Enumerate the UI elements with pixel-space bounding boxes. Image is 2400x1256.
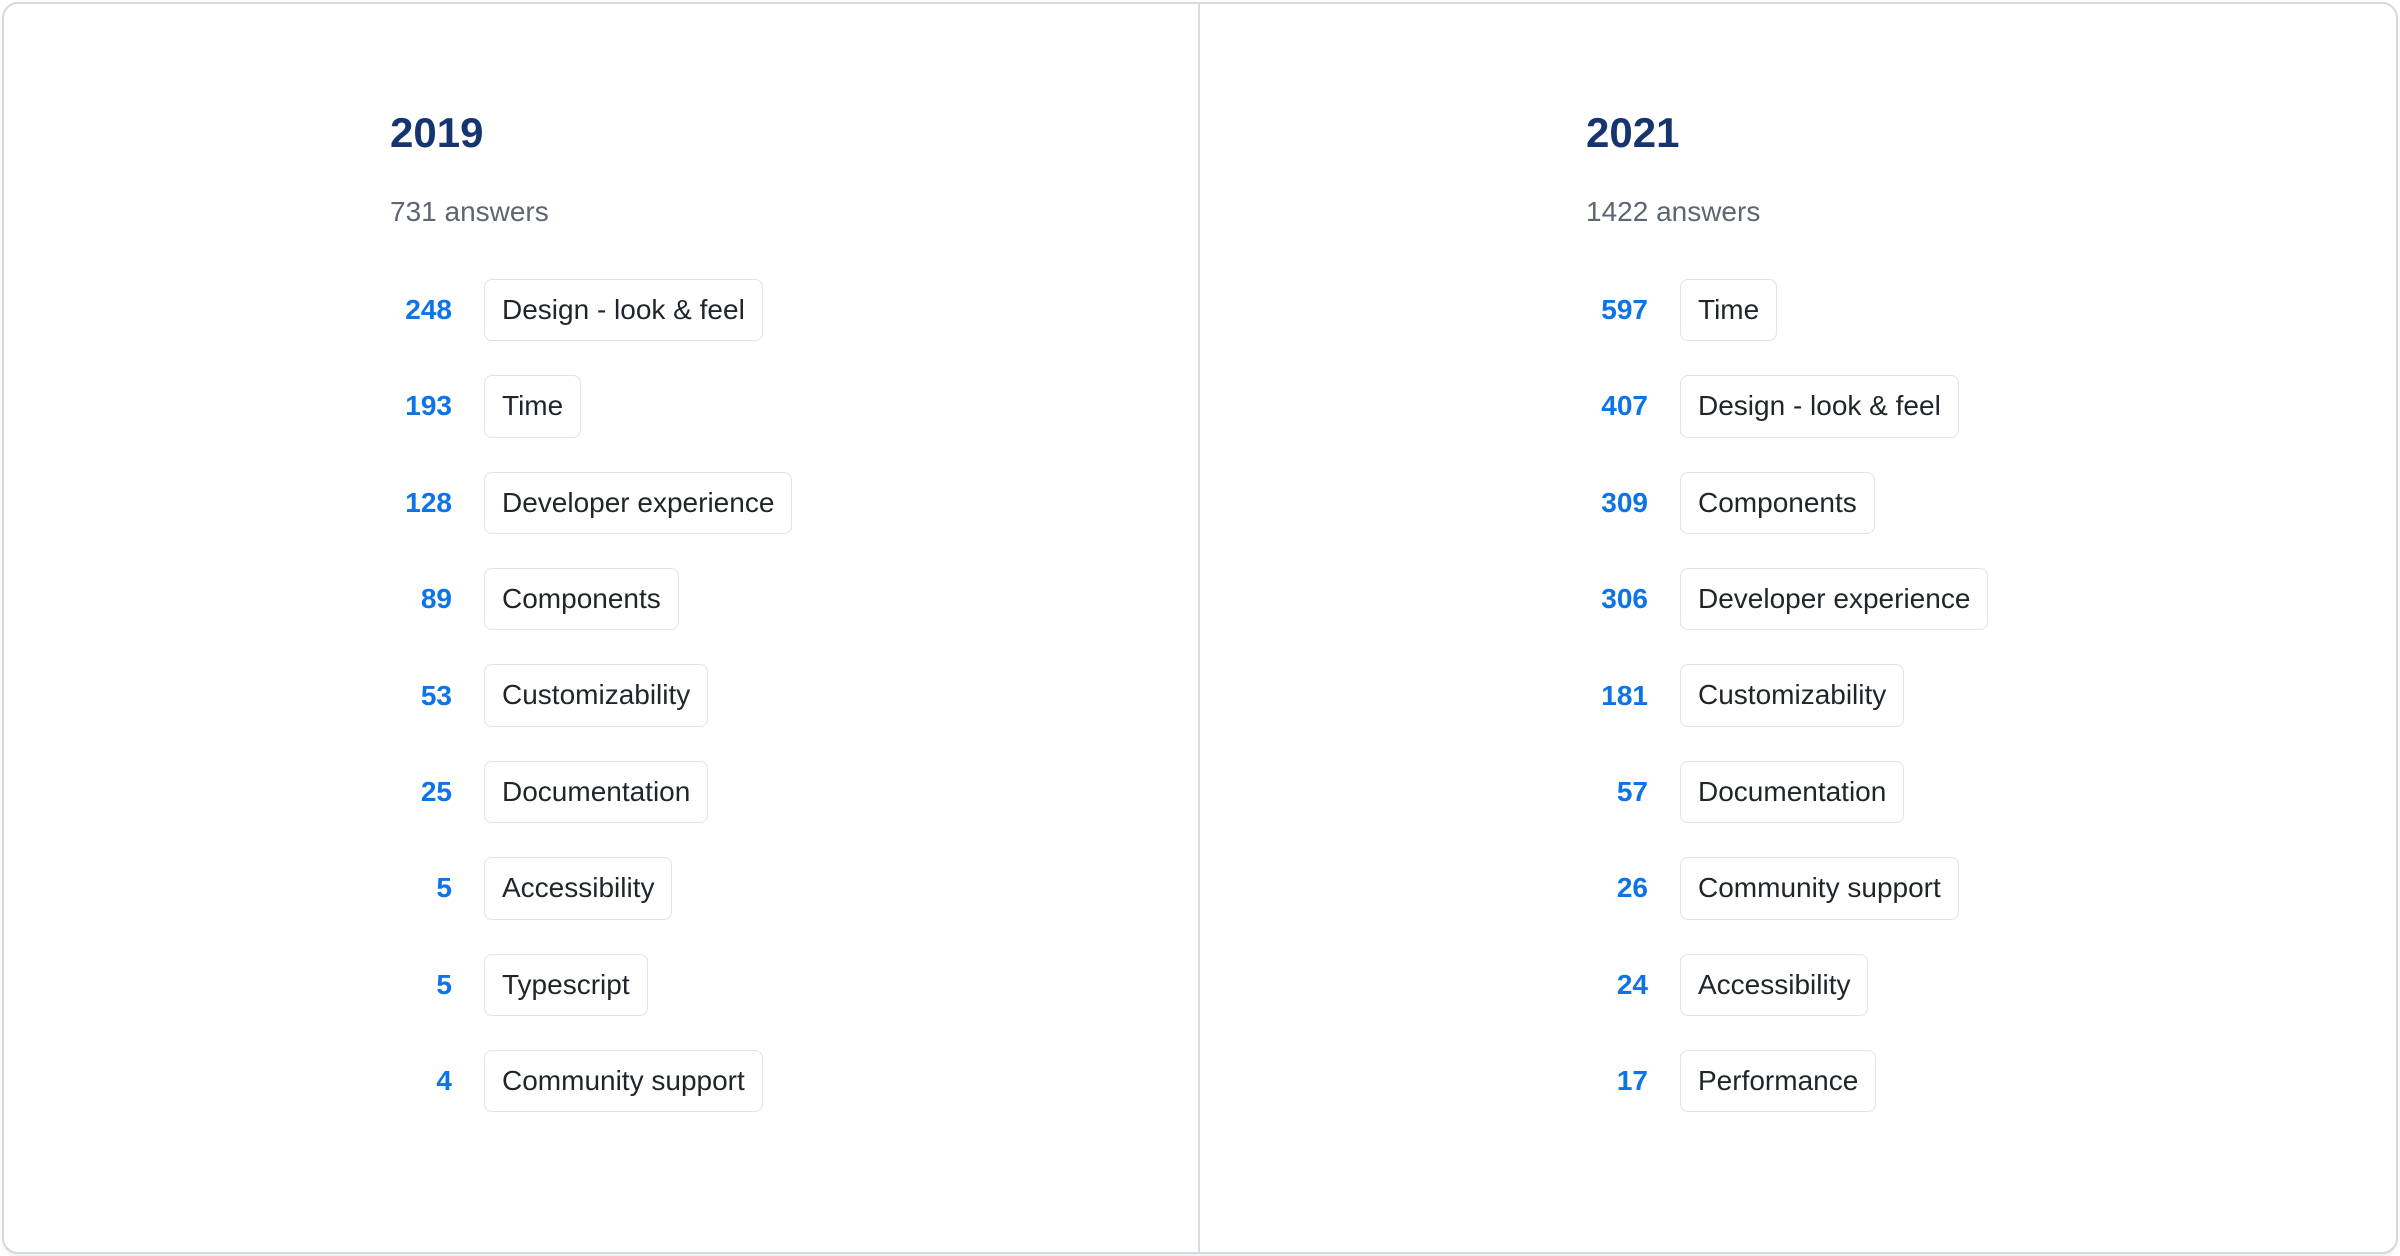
tag-row: 89 Components (390, 567, 1158, 631)
tag-row: 26 Community support (1586, 857, 2356, 920)
tag-chip: Documentation (484, 760, 709, 824)
tag-chip: Components (484, 567, 679, 631)
tag-chip: Design - look & feel (484, 278, 763, 342)
year-heading-2021: 2021 (1586, 109, 1680, 156)
tag-count: 26 (1616, 872, 1648, 904)
answers-count-2019: 731 answers (390, 196, 549, 228)
tag-chip: Customizability (1680, 664, 1905, 727)
tag-list-2021: 597 Time 407 Design - look & feel 309 Co… (1586, 278, 2356, 1113)
tag-chip: Documentation (1680, 760, 1905, 824)
year-heading-2019: 2019 (390, 109, 484, 156)
tag-count: 309 (1601, 486, 1648, 518)
tag-count: 248 (405, 293, 452, 325)
tag-count: 128 (405, 486, 452, 518)
tag-row: 128 Developer experience (390, 471, 1158, 534)
tag-row: 25 Documentation (390, 760, 1158, 824)
tag-row: 5 Typescript (390, 953, 1158, 1016)
tag-count: 53 (420, 679, 452, 711)
tag-count: 306 (1601, 583, 1648, 615)
tag-count: 24 (1616, 968, 1648, 1000)
tag-count: 193 (405, 390, 452, 422)
tag-row: 193 Time (390, 375, 1158, 438)
tag-count: 4 (436, 1065, 452, 1097)
tag-count: 89 (420, 583, 452, 615)
tag-chip: Community support (1680, 857, 1959, 920)
tag-count: 25 (420, 775, 452, 807)
tag-chip: Developer experience (1680, 567, 1989, 631)
tag-chip: Performance (1680, 1049, 1877, 1113)
tag-row: 181 Customizability (1586, 664, 2356, 727)
tag-count: 181 (1601, 679, 1648, 711)
panel-2021: 2021 1422 answers 597 Time 407 Design - … (1200, 4, 2396, 1252)
tag-row: 57 Documentation (1586, 760, 2356, 824)
tag-row: 306 Developer experience (1586, 567, 2356, 631)
tag-row: 5 Accessibility (390, 857, 1158, 920)
tag-chip: Components (1680, 471, 1875, 534)
tag-chip: Accessibility (1680, 953, 1869, 1016)
answers-count-2021: 1422 answers (1586, 196, 1761, 228)
tag-row: 24 Accessibility (1586, 953, 2356, 1016)
tag-count: 5 (436, 968, 452, 1000)
tag-chip: Time (1680, 278, 1778, 342)
tag-row: 4 Community support (390, 1049, 1158, 1113)
panel-2019: 2019 731 answers 248 Design - look & fee… (4, 4, 1200, 1252)
tag-row: 597 Time (1586, 278, 2356, 342)
tag-row: 17 Performance (1586, 1049, 2356, 1113)
tag-chip: Customizability (484, 664, 709, 727)
tag-list-2019: 248 Design - look & feel 193 Time 128 De… (390, 278, 1158, 1113)
tag-count: 5 (436, 872, 452, 904)
tag-row: 248 Design - look & feel (390, 278, 1158, 342)
tag-chip: Developer experience (484, 471, 793, 534)
tag-chip: Design - look & feel (1680, 375, 1959, 438)
tag-chip: Time (484, 375, 582, 438)
tag-row: 309 Components (1586, 471, 2356, 534)
tag-chip: Typescript (484, 953, 648, 1016)
tag-count: 57 (1616, 775, 1648, 807)
tag-count: 17 (1616, 1065, 1648, 1097)
tag-chip: Community support (484, 1049, 763, 1113)
tag-chip: Accessibility (484, 857, 673, 920)
tag-count: 597 (1601, 293, 1648, 325)
tag-row: 407 Design - look & feel (1586, 375, 2356, 438)
tag-row: 53 Customizability (390, 664, 1158, 727)
tag-count: 407 (1601, 390, 1648, 422)
